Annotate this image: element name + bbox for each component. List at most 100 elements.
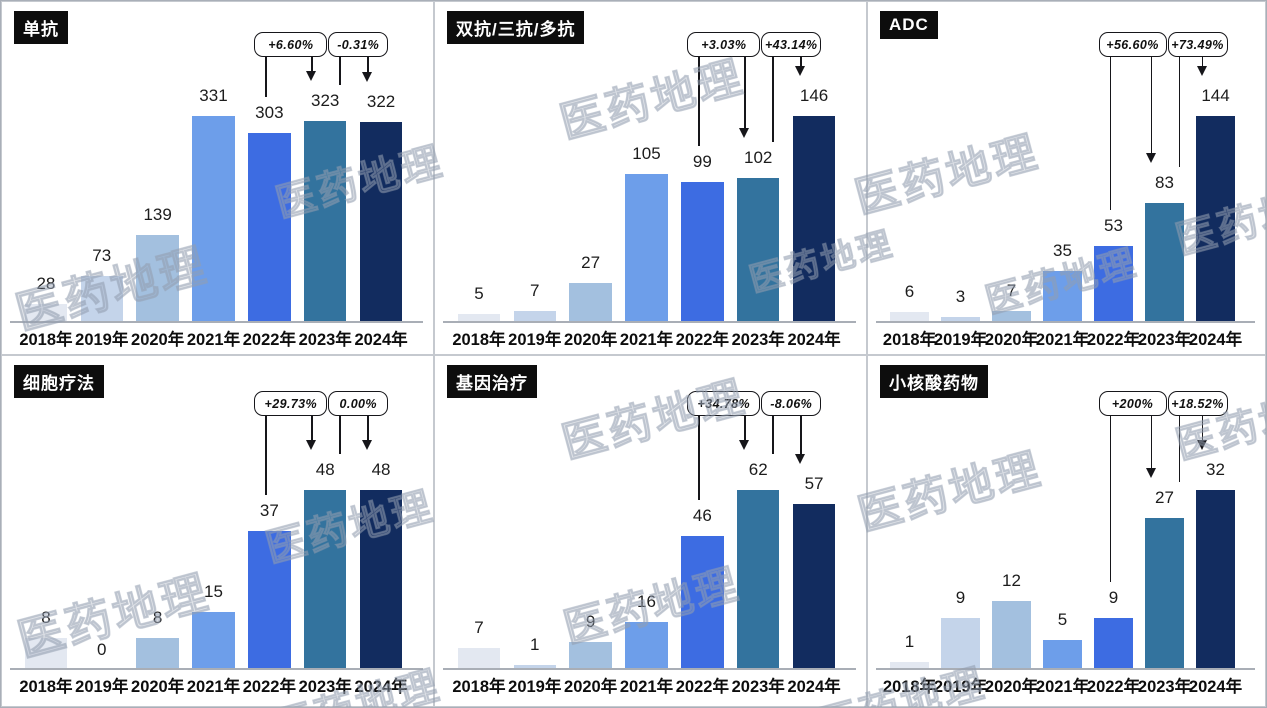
bar-2022	[248, 531, 291, 668]
tick-label: 2022年	[1086, 678, 1141, 696]
annotation-connector-line	[1109, 57, 1112, 210]
growth-annotation-box: +6.60%	[254, 32, 328, 57]
bar-2023	[736, 178, 780, 321]
value-label: 46	[692, 506, 712, 525]
tick-label: 2021年	[186, 331, 241, 349]
chart-panel-5: 基因治疗 7 2018年 1 2019年 9 2020年 16 2021年 46 2022年 62 2…	[434, 355, 867, 707]
tick-label: 2020年	[984, 678, 1039, 696]
annotation-arrowhead	[739, 128, 750, 138]
bar-2020	[569, 642, 612, 668]
bar-chart-plot: 6 2018年 3 2019年 7 2020年 35 2021年 53 2022年 83 2023年 1…	[868, 2, 1265, 354]
bar-2019	[513, 311, 556, 321]
annotation-arrowhead	[795, 454, 806, 464]
growth-annotation-box: -0.31%	[328, 32, 389, 57]
bar-chart-plot: 1 2018年 9 2019年 12 2020年 5 2021年 9 2022年 27 2023年 32…	[868, 356, 1265, 706]
value-label: 57	[804, 474, 824, 493]
bar-2023	[303, 121, 347, 321]
annotation-arrow-line	[800, 57, 802, 67]
value-label: 7	[530, 281, 540, 300]
tick-label: 2018年	[452, 331, 506, 349]
growth-annotation-box: +29.73%	[254, 391, 328, 416]
bar-2018	[457, 648, 501, 668]
value-label: 12	[1002, 571, 1021, 590]
bar-2022	[1094, 618, 1133, 668]
tick-label: 2021年	[619, 678, 674, 696]
growth-annotation-box: -8.06%	[761, 391, 822, 416]
tick-label: 2019年	[75, 331, 129, 349]
tick-label: 2018年	[19, 678, 73, 696]
bar-2024	[792, 504, 836, 668]
tick-label: 2021年	[1035, 678, 1090, 696]
value-label: 323	[311, 91, 340, 110]
growth-annotation-box: 0.00%	[328, 391, 389, 416]
bar-2020	[569, 283, 612, 321]
growth-annotation-box: +18.52%	[1167, 391, 1228, 416]
value-label: 144	[1201, 86, 1230, 105]
tick-label: 2022年	[675, 678, 729, 696]
bar-2024	[792, 116, 836, 321]
chart-title-badge: 基因治疗	[447, 365, 537, 398]
bar-2020	[136, 235, 179, 321]
value-label: 102	[744, 148, 773, 167]
tick-label: 2020年	[131, 331, 185, 349]
chart-title-badge: 单抗	[14, 11, 68, 44]
chart-panel-6: 小核酸药物 1 2018年 9 2019年 12 2020年 5 2021年 9 2022年 27 2…	[867, 355, 1266, 707]
tick-label: 2021年	[619, 331, 674, 349]
annotation-connector-line	[772, 57, 774, 142]
tick-label: 2022年	[1086, 331, 1141, 349]
chart-panel-2: 双抗/三抗/多抗 5 2018年 7 2019年 27 2020年 105 2021年 99 20…	[434, 1, 867, 355]
value-label: 9	[1108, 588, 1119, 607]
bar-2019	[941, 618, 980, 668]
value-label: 6	[904, 282, 915, 301]
bar-2018	[24, 304, 68, 321]
tick-label: 2019年	[508, 678, 562, 696]
value-label: 5	[1057, 610, 1068, 629]
value-label: 303	[255, 103, 284, 122]
annotation-arrowhead	[362, 72, 373, 82]
annotation-arrow-line	[367, 416, 369, 441]
value-label: 0	[97, 640, 107, 659]
annotation-arrow-line	[367, 57, 369, 73]
growth-annotation-box: +34.78%	[687, 391, 761, 416]
chart-panel-3: ADC 6 2018年 3 2019年 7 2020年 35 2021年 53 2022年 83 20…	[867, 1, 1266, 355]
value-label: 15	[204, 582, 223, 601]
tick-label: 2020年	[564, 331, 618, 349]
annotation-arrow-line	[311, 416, 313, 441]
bar-2024	[1196, 490, 1235, 668]
bar-2020	[136, 638, 179, 668]
chart-title-badge: 双抗/三抗/多抗	[447, 11, 585, 44]
annotation-arrowhead	[1196, 440, 1207, 450]
value-label: 5	[474, 284, 484, 303]
bar-chart-plot: 28 2018年 73 2019年 139 2020年 331 2021年 303 2022年 32…	[2, 2, 433, 354]
tick-label: 2019年	[75, 678, 129, 696]
chart-title-badge: ADC	[880, 11, 938, 39]
value-label: 9	[955, 588, 966, 607]
growth-annotation-box: +200%	[1098, 391, 1167, 416]
annotation-arrow-line	[1150, 57, 1153, 154]
bar-2019	[513, 665, 556, 668]
value-label: 3	[955, 287, 966, 306]
tick-label: 2021年	[186, 678, 241, 696]
annotation-arrow-line	[744, 416, 746, 441]
value-label: 139	[143, 205, 172, 224]
x-axis-line	[876, 668, 1255, 670]
bar-2018	[890, 312, 929, 321]
tick-label: 2020年	[131, 678, 185, 696]
value-label: 9	[585, 612, 596, 631]
bar-2024	[359, 122, 403, 321]
bar-2022	[681, 182, 724, 321]
tick-label: 2023年	[1137, 331, 1192, 349]
bar-2021	[192, 116, 235, 321]
bar-2022	[1094, 246, 1133, 321]
value-label: 62	[748, 460, 768, 479]
annotation-arrowhead	[362, 440, 373, 450]
value-label: 7	[1006, 281, 1017, 300]
bar-2018	[457, 314, 501, 321]
value-label: 146	[799, 86, 829, 105]
tick-label: 2023年	[298, 678, 352, 696]
x-axis-line	[876, 321, 1255, 323]
tick-label: 2022年	[242, 331, 296, 349]
value-label: 16	[637, 592, 656, 611]
tick-label: 2024年	[1188, 678, 1243, 696]
tick-label: 2024年	[787, 678, 841, 696]
